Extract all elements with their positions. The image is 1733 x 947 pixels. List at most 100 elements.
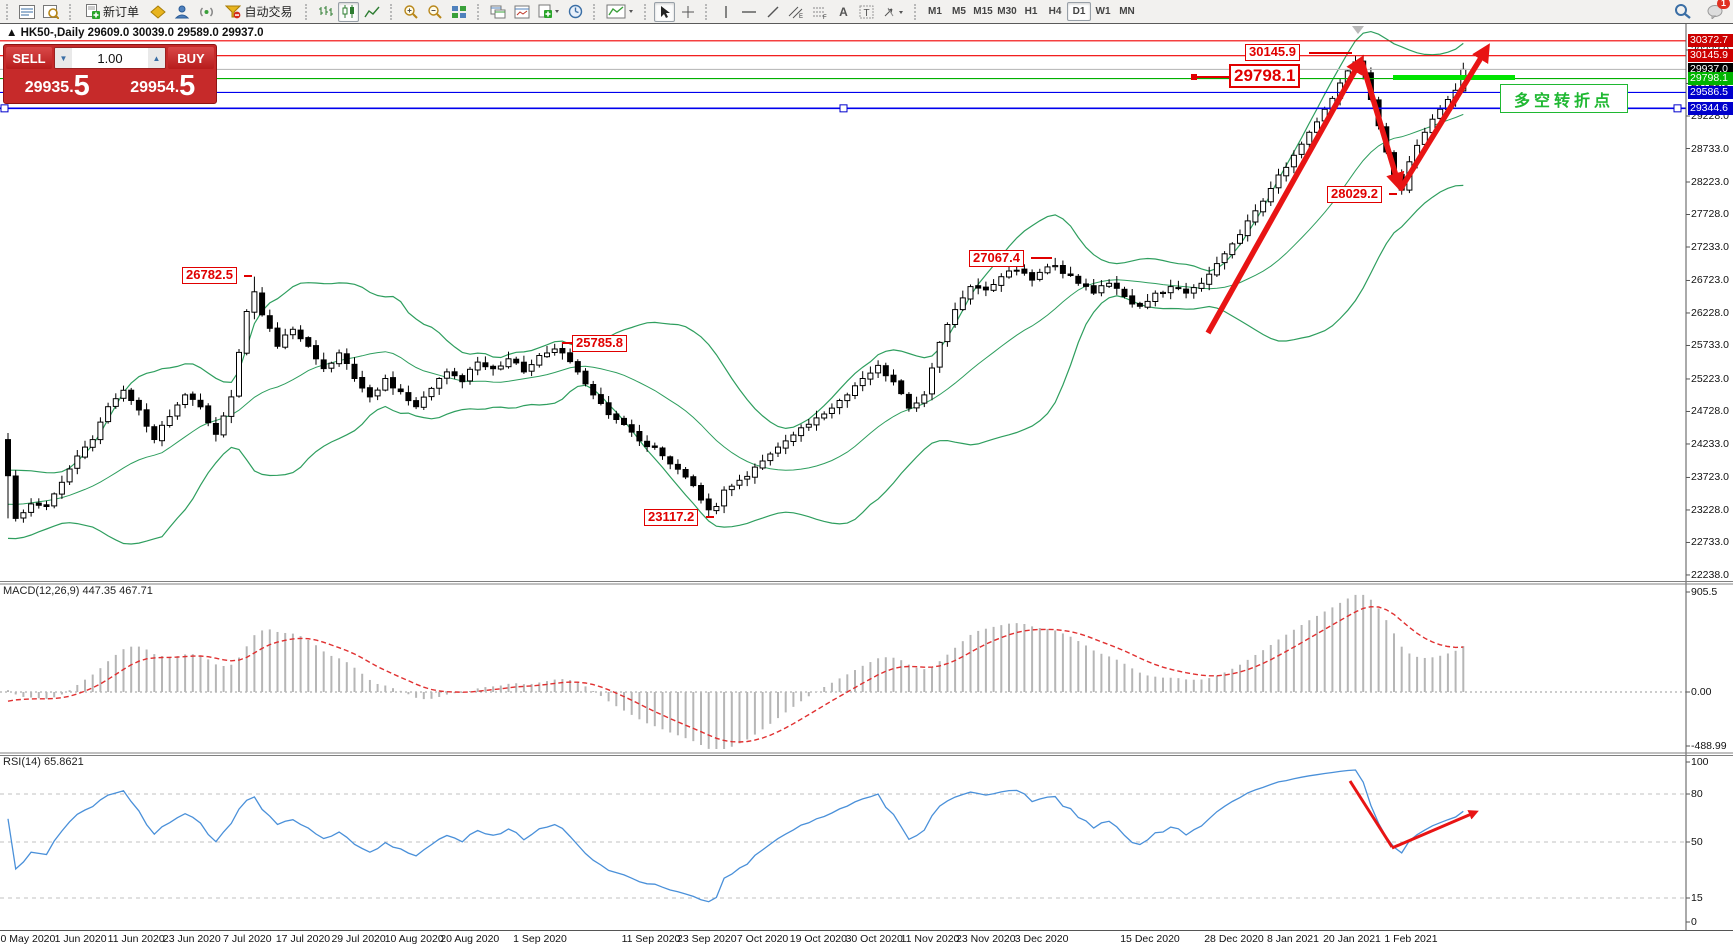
date-label[interactable]: 7 Jul 2020 <box>223 933 272 945</box>
price-callout[interactable]: 27067.4 <box>969 250 1024 267</box>
date-label[interactable]: 23 Sep 2020 <box>677 933 737 945</box>
price-tick-label: 28733.0 <box>1691 142 1729 155</box>
candlestick-chart-icon[interactable] <box>338 1 359 22</box>
search-icon[interactable] <box>1671 1 1694 21</box>
rsi-line <box>7 769 1464 903</box>
price-tick-label: 25733.0 <box>1691 339 1729 352</box>
svg-text:E: E <box>799 14 803 19</box>
date-label[interactable]: 20 May 2020 <box>0 933 56 945</box>
macd-tick-label: 905.5 <box>1691 585 1718 598</box>
sell-button[interactable]: SELL <box>6 47 52 69</box>
notifications-icon[interactable]: 1 <box>1704 0 1730 21</box>
date-label[interactable]: 29 Jul 2020 <box>331 933 386 945</box>
date-label[interactable]: 19 Oct 2020 <box>789 933 847 945</box>
date-label[interactable]: 28 Dec 2020 <box>1204 933 1264 945</box>
svg-text:F: F <box>823 15 827 19</box>
signals-icon[interactable] <box>195 2 218 22</box>
price-callout[interactable]: 28029.2 <box>1327 186 1382 203</box>
text-label-tool[interactable]: T <box>856 2 877 22</box>
date-label[interactable]: 15 Dec 2020 <box>1120 933 1180 945</box>
date-label[interactable]: 1 Feb 2021 <box>1384 933 1438 945</box>
turning-point-text-box[interactable]: 多空转折点 <box>1500 84 1628 113</box>
price-callout[interactable]: 26782.5 <box>182 267 237 284</box>
zoom-out-icon[interactable] <box>424 2 446 22</box>
timeframe-button-w1[interactable]: W1 <box>1095 6 1111 17</box>
callout-leader-line <box>1031 257 1052 259</box>
buy-price-main: 29954. <box>130 79 180 96</box>
line-selection-handle[interactable] <box>0 104 9 113</box>
vertical-line-tool[interactable] <box>715 2 736 22</box>
date-label[interactable]: 17 Jul 2020 <box>275 933 331 945</box>
volume-decrease-button[interactable]: ▼ <box>55 48 72 68</box>
crosshair-tool[interactable] <box>677 2 698 22</box>
zoom-in-icon[interactable] <box>400 2 422 22</box>
trend-arrow[interactable] <box>1359 61 1405 192</box>
timeframe-button-m5[interactable]: M5 <box>952 6 966 17</box>
date-label[interactable]: 10 Aug 2020 <box>384 933 444 945</box>
text-tool[interactable]: A <box>839 4 848 19</box>
metaeditor-icon[interactable] <box>147 2 169 22</box>
timeframe-button-m30[interactable]: M30 <box>997 6 1017 17</box>
data-window-icon[interactable] <box>40 2 62 22</box>
timeframe-button-d1[interactable]: D1 <box>1067 2 1091 21</box>
price-callout[interactable]: 29798.1 <box>1229 64 1301 88</box>
trend-arrow[interactable] <box>1205 55 1364 335</box>
date-label[interactable]: 30 Oct 2020 <box>845 933 903 945</box>
market-watch-icon[interactable] <box>16 2 38 22</box>
callout-leader-line <box>706 516 714 518</box>
equidistant-channel-tool[interactable]: E <box>785 2 807 22</box>
chart-shift-marker[interactable] <box>1352 26 1364 34</box>
auto-trading-button[interactable]: 自动交易 <box>220 2 298 22</box>
date-label[interactable]: 11 Jun 2020 <box>107 933 165 945</box>
line-selection-handle[interactable] <box>1673 104 1682 113</box>
buy-price[interactable]: 29954. 5 <box>111 71 214 101</box>
date-label[interactable]: 1 Sep 2020 <box>513 933 567 945</box>
cursor-tool[interactable] <box>654 1 675 22</box>
arrange-windows-icon[interactable] <box>511 2 533 22</box>
date-label[interactable]: 11 Sep 2020 <box>621 933 681 945</box>
date-label[interactable]: 1 Jun 2020 <box>54 933 107 945</box>
sell-price[interactable]: 29935. 5 <box>6 71 109 101</box>
timeframe-button-mn[interactable]: MN <box>1119 6 1135 17</box>
fibonacci-tool[interactable]: F <box>809 2 831 22</box>
date-label[interactable]: 8 Jan 2021 <box>1267 933 1319 945</box>
price-line-badge: 29798.1 <box>1688 72 1733 86</box>
new-order-button[interactable]: 新订单 <box>79 2 145 22</box>
one-click-trading-panel: SELL ▼ 1.00 ▲ BUY 29935. 5 29954. 5 <box>3 44 217 104</box>
line-chart-icon[interactable] <box>361 2 383 22</box>
date-label[interactable]: 20 Jan 2021 <box>1323 933 1381 945</box>
timeframe-button-h4[interactable]: H4 <box>1048 6 1062 17</box>
cascade-windows-icon[interactable] <box>487 2 509 22</box>
chart-templates-button[interactable] <box>603 2 637 22</box>
timeframe-button-m1[interactable]: M1 <box>928 6 942 17</box>
timeframe-button-h1[interactable]: H1 <box>1024 6 1038 17</box>
arrows-tool[interactable] <box>879 2 907 22</box>
date-label[interactable]: 23 Nov 2020 <box>956 933 1016 945</box>
green-highlight-segment[interactable] <box>1393 75 1515 80</box>
buy-button[interactable]: BUY <box>168 47 214 69</box>
timeframe-button-m15[interactable]: M15 <box>973 6 993 17</box>
date-label[interactable]: 23 Jun 2020 <box>162 933 221 945</box>
horizontal-line-tool[interactable] <box>738 2 760 22</box>
clock-icon[interactable] <box>565 2 586 22</box>
terminal-icon[interactable] <box>171 2 193 22</box>
price-callout[interactable]: 30145.9 <box>1245 44 1300 61</box>
price-callout[interactable]: 25785.8 <box>572 335 627 352</box>
new-chart-button[interactable] <box>535 2 563 22</box>
bar-chart-icon[interactable] <box>315 2 336 22</box>
tile-windows-icon[interactable] <box>448 2 470 22</box>
date-label[interactable]: 7 Oct 2020 <box>736 933 789 945</box>
trendline-tool[interactable] <box>762 2 783 22</box>
line-selection-handle[interactable] <box>839 104 848 113</box>
date-label[interactable]: 3 Dec 2020 <box>1014 933 1069 945</box>
price-callout[interactable]: 23117.2 <box>644 509 699 526</box>
volume-increase-button[interactable]: ▲ <box>148 48 165 68</box>
date-label[interactable]: 20 Aug 2020 <box>440 933 500 945</box>
date-label[interactable]: 11 Nov 2020 <box>900 933 960 945</box>
trend-arrow[interactable] <box>1397 43 1490 192</box>
rsi-trend-arrow[interactable] <box>1391 810 1479 850</box>
rsi-trend-arrow[interactable] <box>1348 780 1394 848</box>
toolbar-grip <box>305 3 310 20</box>
volume-value[interactable]: 1.00 <box>97 50 123 66</box>
